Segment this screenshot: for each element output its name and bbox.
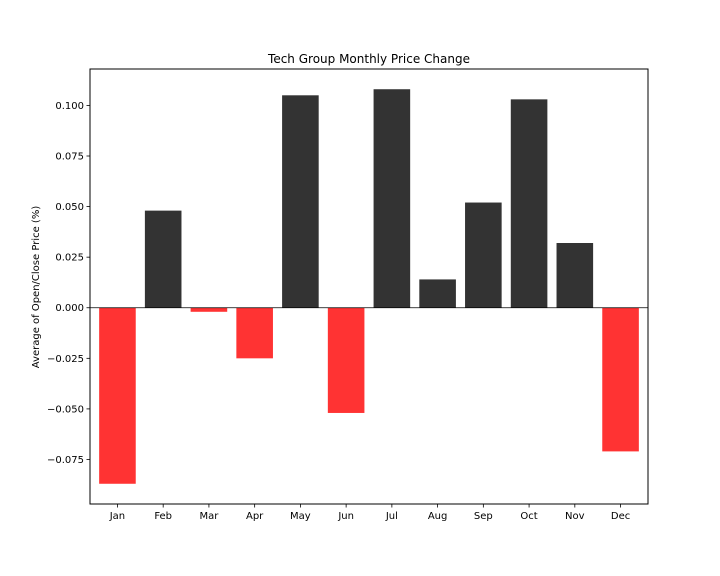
bar-oct xyxy=(510,99,548,308)
bar-feb xyxy=(144,210,182,308)
bar-jul xyxy=(373,89,411,308)
bar-aug xyxy=(419,279,456,308)
x-tick-label: Jul xyxy=(385,511,398,522)
bar-sep xyxy=(465,202,502,308)
bars-group xyxy=(99,89,639,484)
y-tick-label: 0.075 xyxy=(55,152,84,163)
bar-apr xyxy=(236,307,273,359)
y-tick-label: 0.025 xyxy=(55,253,84,264)
y-axis-label: Average of Open/Close Price (%) xyxy=(31,206,42,369)
x-tick-label: Apr xyxy=(246,511,264,522)
x-axis-ticks: Jan Feb Mar Apr May Jun Jul Aug Sep Oct Nov Dec xyxy=(109,504,630,522)
x-tick-label: Oct xyxy=(520,511,537,522)
y-tick-label: −0.050 xyxy=(47,404,84,415)
plot-frame xyxy=(89,68,649,505)
x-tick-label: Sep xyxy=(474,511,493,522)
bar-nov xyxy=(556,243,594,308)
y-tick-label: 0.100 xyxy=(55,101,84,112)
y-tick-label: 0.000 xyxy=(55,303,84,314)
chart-title: Tech Group Monthly Price Change xyxy=(267,52,470,66)
y-tick-label: −0.075 xyxy=(47,455,84,466)
y-axis-ticks: −0.075 −0.050 −0.025 0.000 0.025 0.050 0.075 0.… xyxy=(47,101,90,466)
y-tick-label: −0.025 xyxy=(47,354,84,365)
y-tick-label: 0.050 xyxy=(55,202,84,213)
x-tick-label: Jan xyxy=(109,511,125,522)
x-tick-label: Aug xyxy=(428,511,448,522)
x-tick-label: Mar xyxy=(199,511,219,522)
bar-dec xyxy=(602,307,639,452)
x-tick-label: Dec xyxy=(611,511,630,522)
x-tick-label: Jun xyxy=(337,511,354,522)
x-tick-label: Nov xyxy=(565,511,585,522)
x-tick-label: May xyxy=(290,511,311,522)
bar-jun xyxy=(327,307,365,413)
bar-mar xyxy=(190,307,228,312)
bar-may xyxy=(282,95,319,308)
x-tick-label: Feb xyxy=(154,511,172,522)
bar-jan xyxy=(99,307,136,484)
